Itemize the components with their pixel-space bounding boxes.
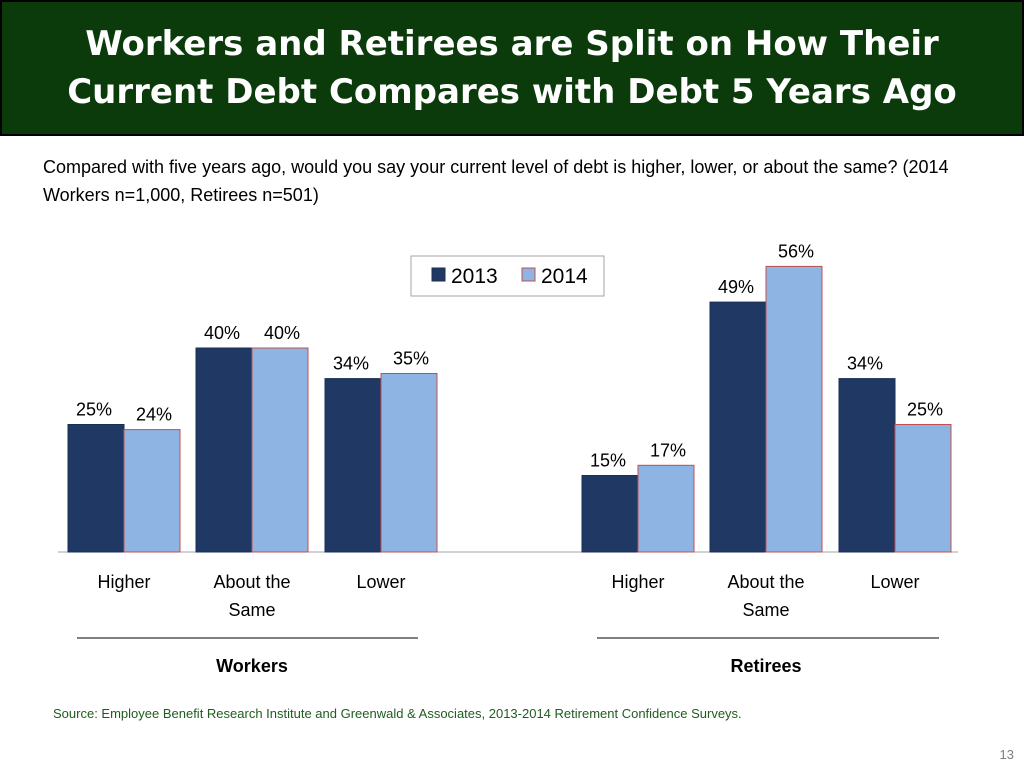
data-label: 24% [136,405,172,425]
bar-2014-3 [637,464,695,553]
data-label: 34% [847,354,883,374]
legend-label-2014: 2014 [541,265,588,288]
bar-2013-5 [838,378,896,553]
x-tick-label: Higher [611,572,664,592]
bar-2014-2 [380,373,438,553]
x-tick-label: Lower [356,572,405,592]
title-bar: Workers and Retirees are Split on How Th… [0,0,1024,136]
x-tick-label: About the [727,572,804,592]
bar-2013-2 [324,378,382,553]
x-tick-label: Lower [870,572,919,592]
x-tick-label: About the [213,572,290,592]
bar-2013-3 [581,475,639,553]
data-label: 17% [650,440,686,460]
data-label: 35% [393,349,429,369]
bar-2014-4 [765,265,823,553]
x-tick-label: Higher [97,572,150,592]
bar-2014-5 [894,424,952,553]
legend: 2013 2014 [410,255,605,297]
data-label: 40% [204,323,240,343]
group-label-workers: Workers [216,656,288,676]
bar-2013-4 [709,301,767,553]
data-label: 49% [718,277,754,297]
survey-question: Compared with five years ago, would you … [43,157,949,205]
slide-title: Workers and Retirees are Split on How Th… [67,24,957,112]
source-note: Source: Employee Benefit Research Instit… [53,706,742,721]
legend-swatch-2014 [521,267,536,282]
bar-chart: 25% 40% 34% 15% 49% 34% 24% 40% 35% 17% 56% 25% High… [58,241,958,676]
x-tick-label: Same [228,600,275,620]
x-tick-label: Same [742,600,789,620]
data-label: 40% [264,323,300,343]
data-label: 34% [333,354,369,374]
legend-label-2013: 2013 [451,265,498,288]
page-number: 13 [999,747,1014,762]
bar-2014-1 [251,347,309,553]
group-label-retirees: Retirees [730,656,801,676]
data-label: 25% [907,400,943,420]
legend-swatch-2013 [431,267,446,282]
data-label: 15% [590,451,626,471]
bar-2014-0 [123,429,181,553]
bar-2013-0 [67,424,125,553]
data-label: 56% [778,241,814,261]
bar-2013-1 [195,347,253,553]
legend-box [410,255,605,297]
data-label: 25% [76,400,112,420]
